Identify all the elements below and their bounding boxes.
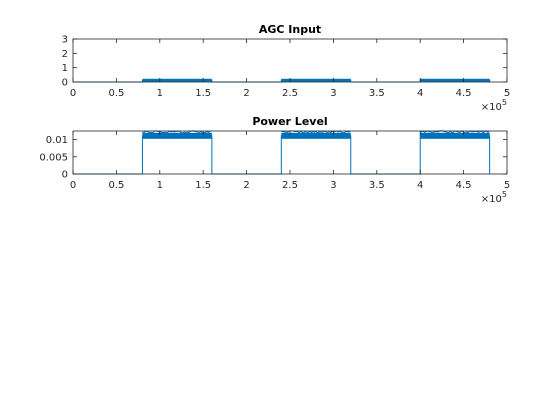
power-level-xtick-label: 5 xyxy=(504,180,510,191)
agc-input-xtick-label: 5 xyxy=(504,88,510,99)
agc-input-title: AGC Input xyxy=(259,23,321,36)
agc-input-ytick-label: 0 xyxy=(62,78,68,89)
power-level-xtick-label: 2.5 xyxy=(282,180,298,191)
power-level-xtick-label: 3 xyxy=(330,180,336,191)
power-level-xtick-label: 4.5 xyxy=(456,180,472,191)
power-level-xtick-label: 2 xyxy=(243,180,249,191)
agc-input-xtick-label: 2.5 xyxy=(282,88,298,99)
agc-input-xtick-label: 4 xyxy=(417,88,423,99)
power-level-burst-band xyxy=(281,132,351,139)
agc-input-ytick-label: 2 xyxy=(62,49,68,60)
power-level-title: Power Level xyxy=(252,115,327,128)
agc-input-x-exponent: ×105 xyxy=(481,98,507,113)
power-level-x-exponent: ×105 xyxy=(481,190,507,205)
agc-input-burst-band xyxy=(281,78,351,82)
agc-input-xtick-label: 2 xyxy=(243,88,249,99)
agc-input-burst-band xyxy=(142,78,212,82)
agc-input-xtick-label: 3.5 xyxy=(369,88,385,99)
power-level-ytick-label: 0.005 xyxy=(39,152,68,163)
agc-input-xtick-label: 3 xyxy=(330,88,336,99)
agc-input-xtick-label: 1 xyxy=(157,88,163,99)
agc-input-plot-area xyxy=(73,39,507,82)
power-level-axes: Power Level 0 0.5 1 1.5 2 2.5 3 3.5 4 4.5 5 0 0.005 0… xyxy=(39,115,510,205)
agc-input-ytick-label: 3 xyxy=(62,35,68,46)
power-level-burst-band xyxy=(142,132,212,139)
power-level-xtick-label: 0 xyxy=(70,180,76,191)
power-level-xtick-label: 4 xyxy=(417,180,423,191)
agc-input-burst-band xyxy=(420,78,490,82)
power-level-xtick-label: 1.5 xyxy=(195,180,211,191)
power-level-ytick-label: 0 xyxy=(62,170,68,181)
power-level-ytick-label: 0.01 xyxy=(46,135,68,146)
agc-input-xtick-label: 4.5 xyxy=(456,88,472,99)
agc-input-xtick-label: 1.5 xyxy=(195,88,211,99)
power-level-xtick-label: 0.5 xyxy=(108,180,124,191)
power-level-burst-band xyxy=(420,132,490,139)
agc-input-axes: AGC Input 0 0.5 1 1.5 2 2.5 3 3.5 4 4.5 5 0 1 2 3 ×105 xyxy=(62,23,511,113)
power-level-xtick-label: 3.5 xyxy=(369,180,385,191)
power-level-xtick-label: 1 xyxy=(157,180,163,191)
agc-input-ytick-label: 1 xyxy=(62,63,68,74)
agc-input-xtick-label: 0 xyxy=(70,88,76,99)
agc-input-xtick-label: 0.5 xyxy=(108,88,124,99)
